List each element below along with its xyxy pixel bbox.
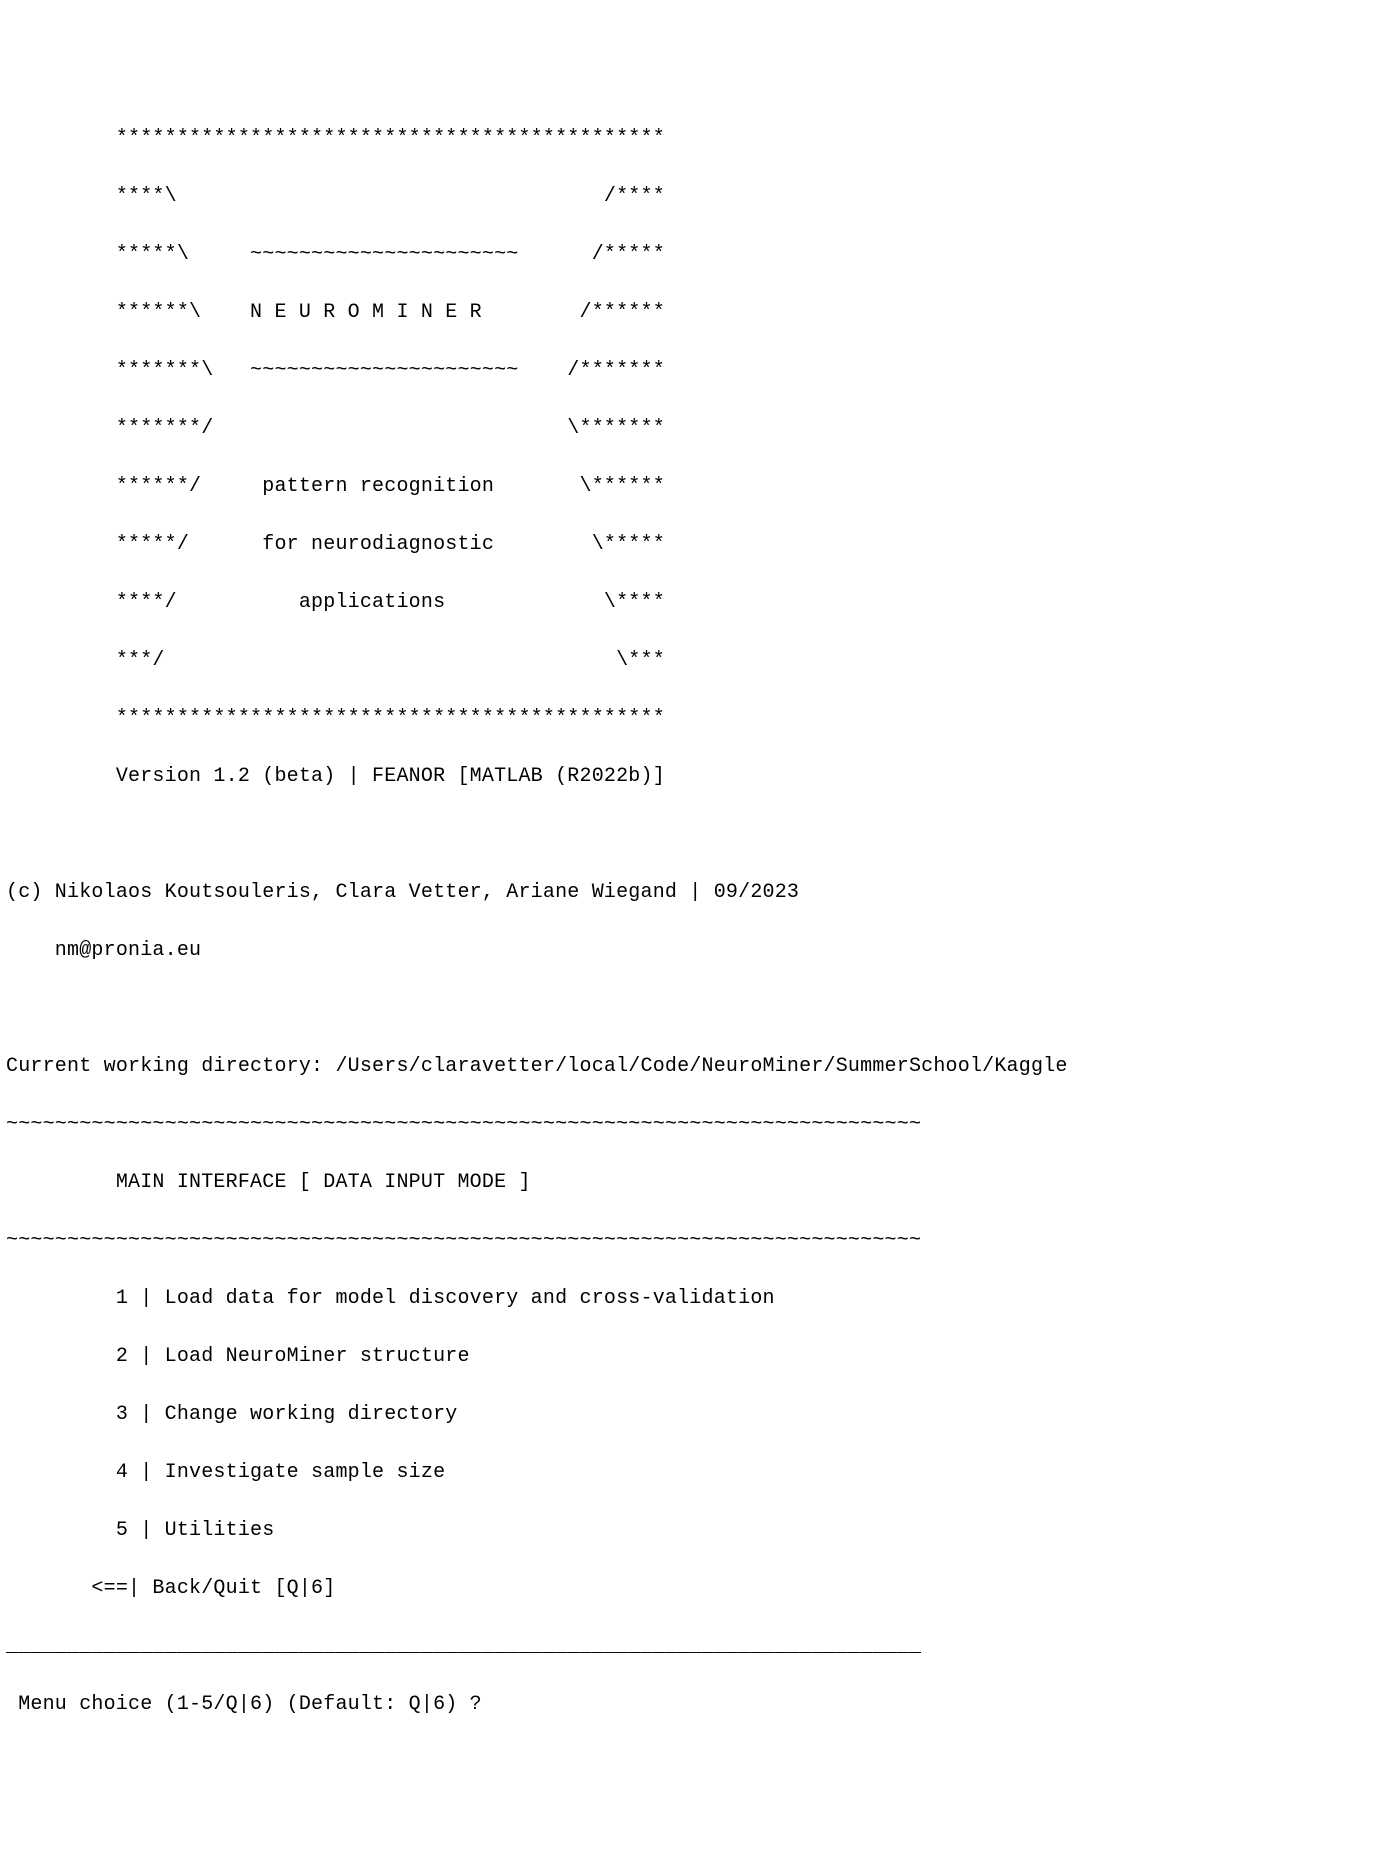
banner-line: *****/ for neurodiagnostic \***** (6, 530, 1400, 559)
divider-underscore: ________________________________________… (6, 1632, 1400, 1661)
menu-item-4[interactable]: 4 | Investigate sample size (6, 1458, 1400, 1487)
credits-email: nm@pronia.eu (6, 936, 1400, 965)
menu-item-5[interactable]: 5 | Utilities (6, 1516, 1400, 1545)
divider-wave: ~~~~~~~~~~~~~~~~~~~~~~~~~~~~~~~~~~~~~~~~… (6, 1110, 1400, 1139)
menu-prompt[interactable]: Menu choice (1-5/Q|6) (Default: Q|6) ? (6, 1690, 1400, 1719)
banner-line: ****\ /**** (6, 182, 1400, 211)
banner-line: *****\ ~~~~~~~~~~~~~~~~~~~~~~ /***** (6, 240, 1400, 269)
banner-line: *******/ \******* (6, 414, 1400, 443)
blank-line (6, 994, 1400, 1023)
menu-item-3[interactable]: 3 | Change working directory (6, 1400, 1400, 1429)
version-line: Version 1.2 (beta) | FEANOR [MATLAB (R20… (6, 762, 1400, 791)
interface-title: MAIN INTERFACE [ DATA INPUT MODE ] (6, 1168, 1400, 1197)
menu-item-2[interactable]: 2 | Load NeuroMiner structure (6, 1342, 1400, 1371)
credits-line: (c) Nikolaos Koutsouleris, Clara Vetter,… (6, 878, 1400, 907)
menu-back-quit[interactable]: <==| Back/Quit [Q|6] (6, 1574, 1400, 1603)
banner-line: ****************************************… (6, 704, 1400, 733)
banner-line: ******/ pattern recognition \****** (6, 472, 1400, 501)
menu-item-1[interactable]: 1 | Load data for model discovery and cr… (6, 1284, 1400, 1313)
divider-wave: ~~~~~~~~~~~~~~~~~~~~~~~~~~~~~~~~~~~~~~~~… (6, 1226, 1400, 1255)
banner-line: ***/ \*** (6, 646, 1400, 675)
banner-line: ****/ applications \**** (6, 588, 1400, 617)
cwd-line: Current working directory: /Users/clarav… (6, 1052, 1400, 1081)
blank-line (6, 820, 1400, 849)
banner-line: *******\ ~~~~~~~~~~~~~~~~~~~~~~ /******* (6, 356, 1400, 385)
banner-line: ******\ N E U R O M I N E R /****** (6, 298, 1400, 327)
banner-line: ****************************************… (6, 124, 1400, 153)
